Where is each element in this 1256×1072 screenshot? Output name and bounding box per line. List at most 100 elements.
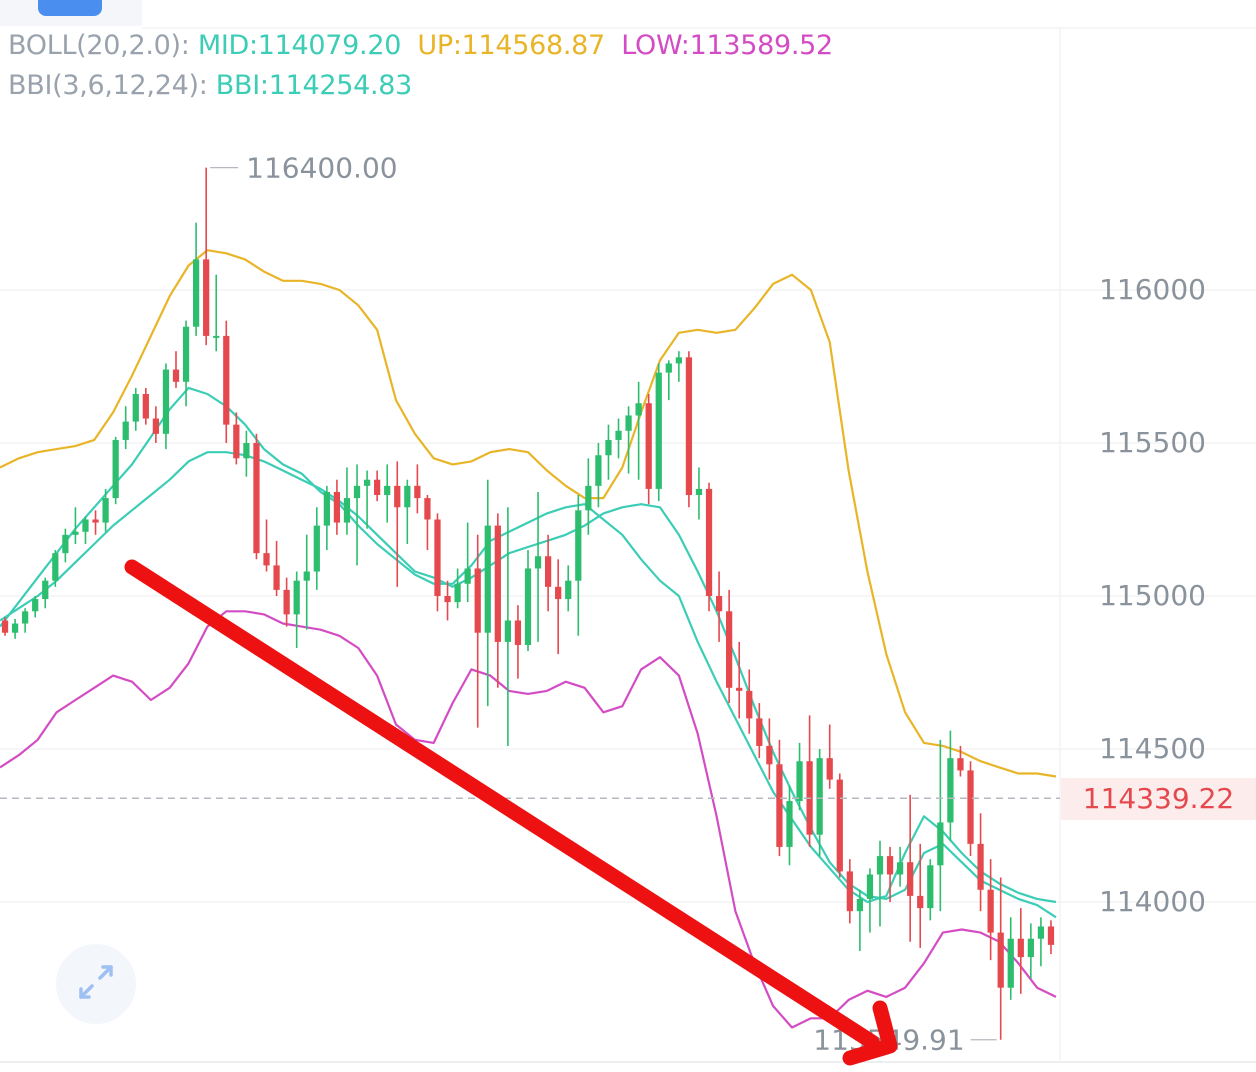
candle-body [967,770,974,844]
candle-body [655,372,662,489]
candle [575,495,582,636]
candle [263,519,270,572]
candle-body [394,485,401,508]
candle-body [645,403,652,489]
candle [1047,920,1055,955]
candle-body [756,718,763,746]
bbi-label: BBI(3,6,12,24): [8,70,208,101]
candle-body [313,525,320,572]
candle [494,513,501,688]
candle [514,605,522,679]
candle [967,761,974,857]
candle [876,840,884,927]
candle [927,859,934,921]
candle [384,464,391,523]
boll-legend: BOLL(20,2.0): MID:114079.20 UP:114568.87… [8,30,841,61]
candle [203,167,210,346]
candle [283,577,290,627]
candle-body [484,525,491,633]
candle [605,424,612,480]
candle [705,482,713,612]
candle-body [152,418,160,434]
candle [92,510,99,535]
candle [846,859,853,924]
boll-label: BOLL(20,2.0): [8,30,190,61]
candle-body [907,862,914,896]
expand-button[interactable] [56,944,136,1024]
candle [524,550,532,652]
bbi-value: BBI:114254.83 [215,70,413,101]
candle [715,571,723,642]
candle-body [374,479,381,496]
candle-body [836,779,843,872]
candle [776,739,783,857]
candle [374,470,381,502]
candle [484,479,491,707]
candle-body [685,357,693,496]
candle-body [997,932,1004,988]
candle-body [615,430,622,440]
candle-body [816,758,823,835]
candle [11,618,19,639]
candle-body [42,580,49,600]
current-price-tag: 114339.22 [1061,778,1256,820]
candle-body [977,843,984,890]
candle [736,641,743,719]
candle [152,406,160,443]
boll-up-value: UP:114568.87 [417,30,605,61]
candle-body [253,443,260,554]
candle-body [414,485,421,499]
candle-body [826,758,833,780]
candle-body [585,485,592,511]
candle [414,464,421,514]
candle-body [213,335,220,338]
candle-body [1,620,9,633]
candle-body [303,571,310,581]
candle [32,596,39,618]
candle-body [283,589,290,615]
candle [464,522,471,603]
candle-body [11,623,19,633]
candle [907,794,914,942]
candle [1,617,9,636]
candle-body [434,519,441,596]
candle [836,773,843,878]
active-tab-indicator[interactable] [38,0,102,16]
candle [947,730,954,841]
candle-body [494,525,501,642]
candle [353,464,361,566]
bbi-legend: BBI(3,6,12,24): BBI:114254.83 [8,70,420,101]
candle-body [534,556,542,569]
candle [816,749,823,857]
candle-body [575,510,582,581]
candle [72,507,79,544]
candle [233,412,240,465]
candle [1037,917,1045,967]
candle-body [1007,938,1014,988]
candle-body [172,369,180,382]
candle [162,363,170,450]
candle-body [736,687,743,691]
candle [796,742,803,811]
candle [323,485,330,551]
candle [565,565,572,612]
grid-lines [0,27,1256,1063]
candle [22,608,29,633]
candle-body [937,822,944,866]
candle [424,495,431,551]
candle [343,467,351,535]
candle-body [595,455,602,486]
candle-body [22,611,29,624]
candle-body [263,553,270,566]
candle-body [162,369,170,434]
candle-body [766,745,773,765]
y-tick-label: 115500 [1099,426,1206,459]
candle-body [142,394,149,419]
candle [132,387,139,431]
boll-up-line [0,249,1057,778]
candle [172,351,180,388]
candle-body [555,586,562,600]
candle-body [333,491,341,523]
candle-body [52,553,59,581]
